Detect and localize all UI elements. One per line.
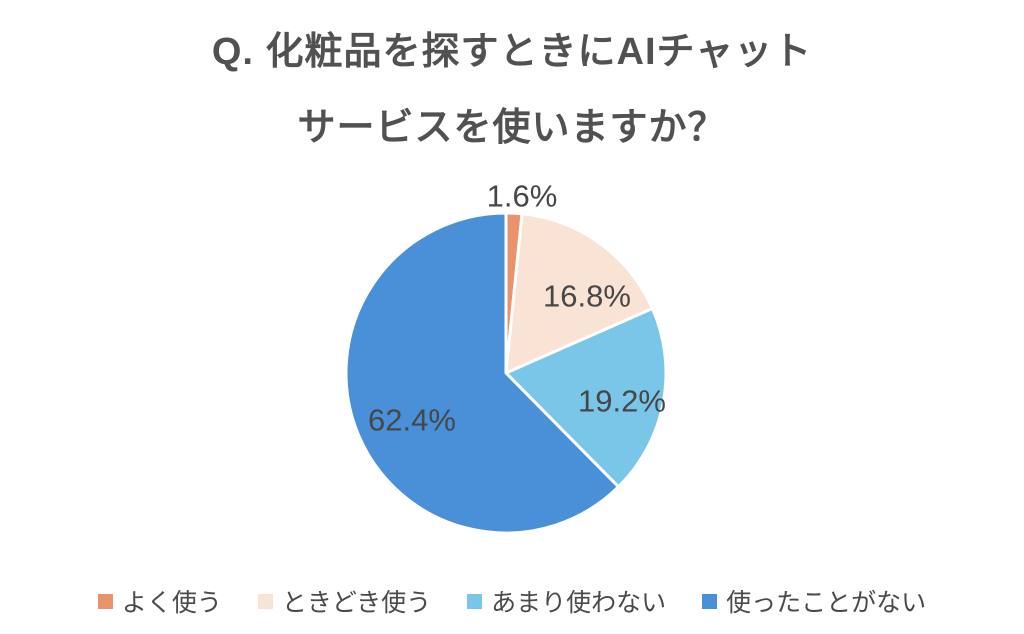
legend-swatch-icon xyxy=(257,593,273,609)
chart-title-line-1: Q. 化粧品を探すときにAIチャット xyxy=(211,31,813,73)
legend-item-3: 使ったことがない xyxy=(702,583,926,619)
pie-percent-label-1: 16.8% xyxy=(543,279,631,314)
legend-swatch-icon xyxy=(97,593,113,609)
legend-label: よく使う xyxy=(121,589,222,617)
pie-percent-label-2: 19.2% xyxy=(578,384,666,419)
legend-label: 使ったことがない xyxy=(726,589,927,617)
pie-percent-label-0: 1.6% xyxy=(487,179,558,214)
legend-item-0: よく使う xyxy=(97,583,222,619)
legend-label: ときどき使う xyxy=(281,589,432,617)
legend-item-1: ときどき使う xyxy=(257,583,432,619)
legend-swatch-icon xyxy=(467,593,483,609)
legend: よく使う ときどき使う あまり使わない 使ったことがない xyxy=(0,583,1024,619)
legend-item-2: あまり使わない xyxy=(467,583,666,619)
legend-label: あまり使わない xyxy=(491,589,667,617)
pie-slice-1 xyxy=(504,212,654,375)
pie-slice-3 xyxy=(344,211,620,535)
legend-swatch-icon xyxy=(702,593,718,609)
pie-slice-2 xyxy=(504,307,668,489)
chart-title: Q. 化粧品を探すときにAIチャット サービスを使いますか？ xyxy=(0,14,1024,166)
pie-percent-label-3: 62.4% xyxy=(368,403,456,438)
chart-title-line-2: サービスを使いますか？ xyxy=(297,107,727,149)
